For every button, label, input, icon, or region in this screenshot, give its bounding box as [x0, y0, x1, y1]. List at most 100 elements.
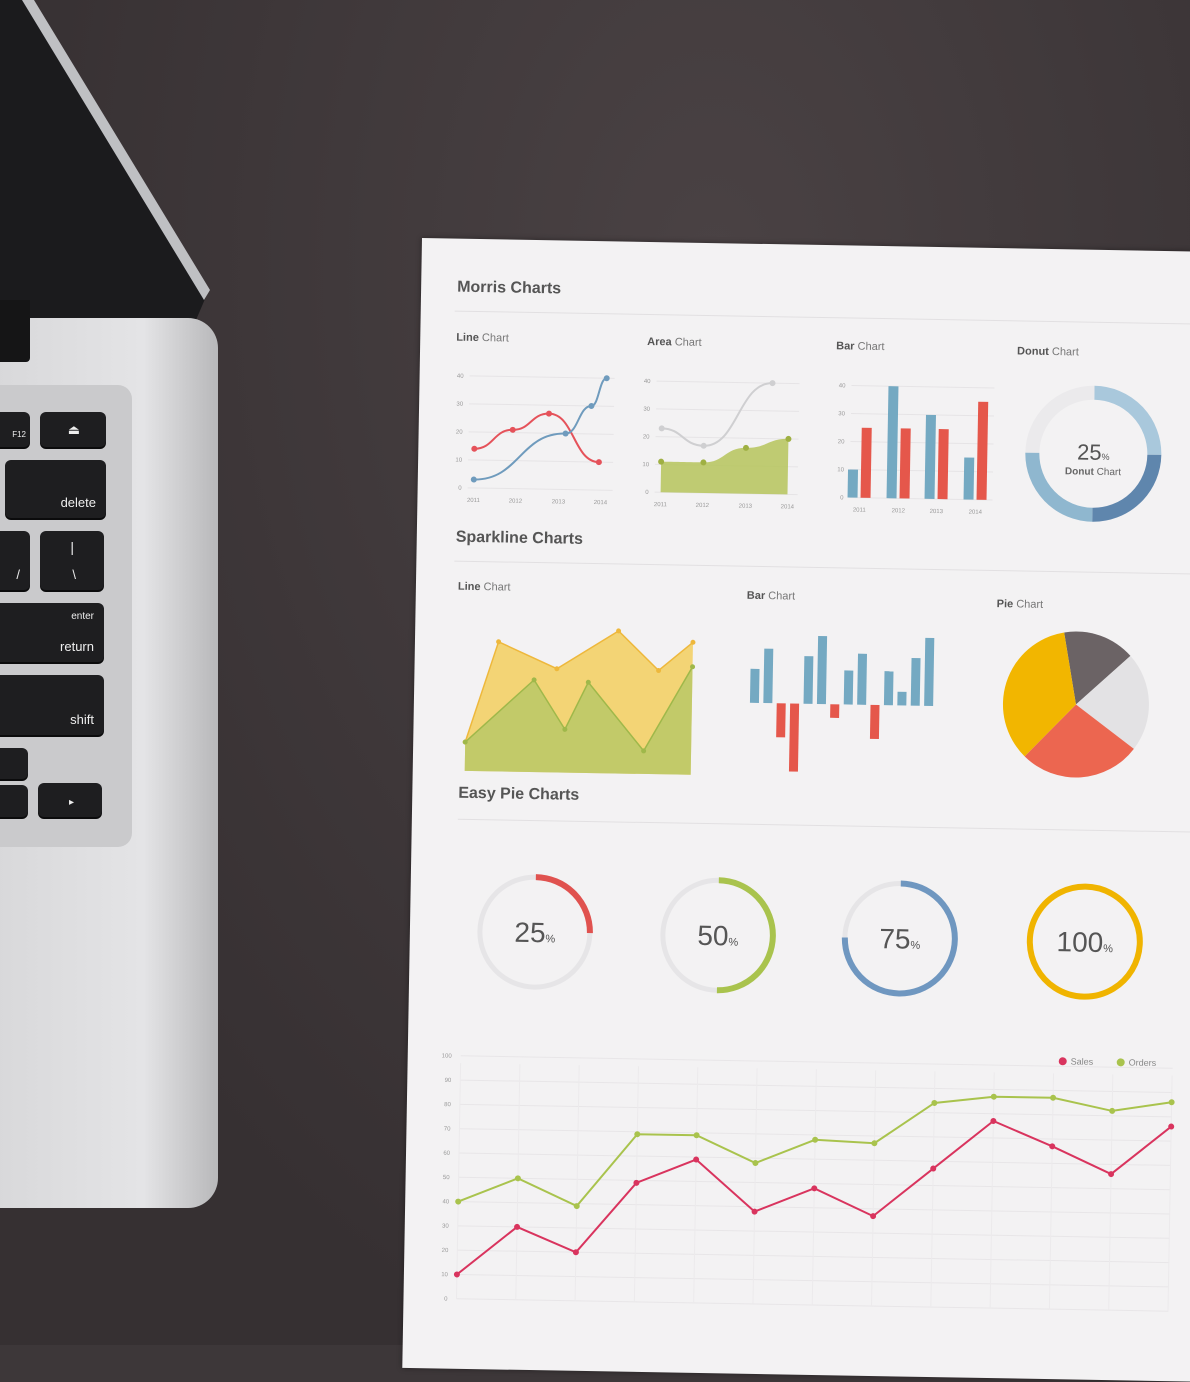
line-point [545, 410, 552, 417]
easy-pie-arc [716, 877, 776, 994]
y-tick: 50 [443, 1175, 450, 1181]
sparkline-point [554, 666, 560, 672]
pie-slice [1064, 631, 1131, 705]
line-chart-x-tick: 2011 [467, 498, 481, 504]
key-up-arrow[interactable] [0, 748, 28, 779]
bar [847, 469, 859, 498]
sparkline-bar [776, 703, 786, 738]
key-label: / [16, 567, 20, 582]
area-chart-y-tick: 10 [642, 462, 649, 468]
sparkline-bar [788, 703, 800, 772]
data-point [514, 1223, 521, 1230]
easy-pie-value: 50% [697, 920, 739, 952]
key-label: F12 [12, 430, 26, 439]
easy-pie-value: 25% [514, 917, 556, 949]
data-point [455, 1198, 462, 1205]
gridline [930, 1071, 936, 1308]
data-point [990, 1117, 997, 1124]
line-point [509, 426, 516, 433]
bar-chart-x-tick: 2014 [969, 510, 983, 516]
key-delete[interactable]: delete [5, 460, 106, 518]
line-chart-y-tick: 40 [457, 374, 464, 380]
sparkline-point [616, 628, 622, 634]
sparkline-bar [883, 671, 894, 706]
gridline [1048, 1073, 1055, 1310]
data-point [990, 1093, 997, 1100]
area-fill [660, 438, 789, 495]
line-point [562, 430, 569, 437]
sparkline-bar [763, 648, 774, 704]
area-chart-x-tick: 2013 [739, 504, 753, 510]
line-chart-x-tick: 2012 [509, 499, 523, 505]
gridline [693, 1067, 699, 1303]
bar-chart-y-tick: 10 [837, 467, 844, 473]
sparkline-point [531, 677, 537, 683]
data-point [573, 1203, 580, 1210]
line-point [595, 459, 602, 466]
gridline [515, 1064, 521, 1300]
bar [924, 414, 936, 499]
area-chart-x-tick: 2014 [781, 504, 795, 510]
data-point [572, 1249, 579, 1256]
gridline [1167, 1075, 1173, 1312]
sparkline-area [464, 666, 693, 775]
key-shift[interactable]: shift [0, 675, 104, 735]
donut-center-value: 25% [1077, 439, 1110, 465]
easy-pie-value: 100% [1056, 926, 1113, 958]
data-point [1050, 1094, 1057, 1101]
sparkline-point [562, 726, 568, 732]
area-point [700, 442, 707, 449]
bar-chart-x-tick: 2013 [930, 509, 944, 515]
gridline [468, 431, 614, 435]
data-point [811, 1185, 818, 1192]
data-point [751, 1208, 758, 1215]
data-point [634, 1131, 641, 1138]
key-label: ⏏ [67, 422, 80, 437]
gridline [469, 375, 615, 379]
data-point [752, 1160, 759, 1167]
y-tick: 60 [443, 1151, 450, 1157]
legend-marker [1058, 1057, 1067, 1066]
key-eject[interactable]: ⏏ [40, 412, 106, 447]
data-point [870, 1213, 877, 1220]
key-f12[interactable]: F12 [0, 412, 30, 447]
y-tick: 90 [445, 1078, 452, 1084]
sparkline-point [690, 639, 696, 645]
line-point [471, 445, 478, 452]
sparkline-bar [816, 635, 828, 705]
donut-center-label: Donut Chart [1065, 466, 1122, 478]
pie-slice [1075, 655, 1149, 749]
key-slash[interactable]: / [0, 531, 30, 590]
sparkline-bar [830, 704, 840, 718]
bar [963, 457, 975, 500]
bar-chart-y-tick: 20 [838, 439, 845, 445]
donut-segment [1094, 385, 1162, 455]
gridline [871, 1070, 877, 1307]
sparkline-bar [749, 668, 760, 703]
gridline [460, 1055, 1173, 1069]
key-return[interactable]: enter return [0, 603, 104, 662]
key-right-arrow[interactable]: ▸ [38, 783, 102, 817]
y-tick: 10 [441, 1272, 448, 1278]
area-chart-y-tick: 40 [644, 379, 651, 385]
bar-chart-y-tick: 0 [840, 495, 844, 501]
line-chart-y-tick: 30 [456, 402, 463, 408]
sparkline-line [464, 629, 694, 743]
y-tick: 20 [442, 1248, 449, 1254]
gridline [655, 436, 799, 440]
key-label: enter [71, 611, 94, 622]
data-point [931, 1099, 938, 1106]
line-chart-y-tick: 0 [458, 486, 462, 492]
sparkline-point [690, 664, 696, 670]
easy-pie-arc [535, 874, 593, 934]
data-point [453, 1271, 460, 1278]
area-point [769, 380, 776, 387]
key-label: delete [60, 495, 96, 510]
key-backslash[interactable]: | \ [40, 531, 104, 590]
line-chart-y-tick: 20 [456, 430, 463, 436]
area-chart-y-tick: 20 [643, 434, 650, 440]
pie-slice [1002, 632, 1076, 757]
key-label: \ [72, 567, 76, 582]
line-point [603, 375, 610, 382]
key-down-arrow[interactable] [0, 785, 28, 817]
